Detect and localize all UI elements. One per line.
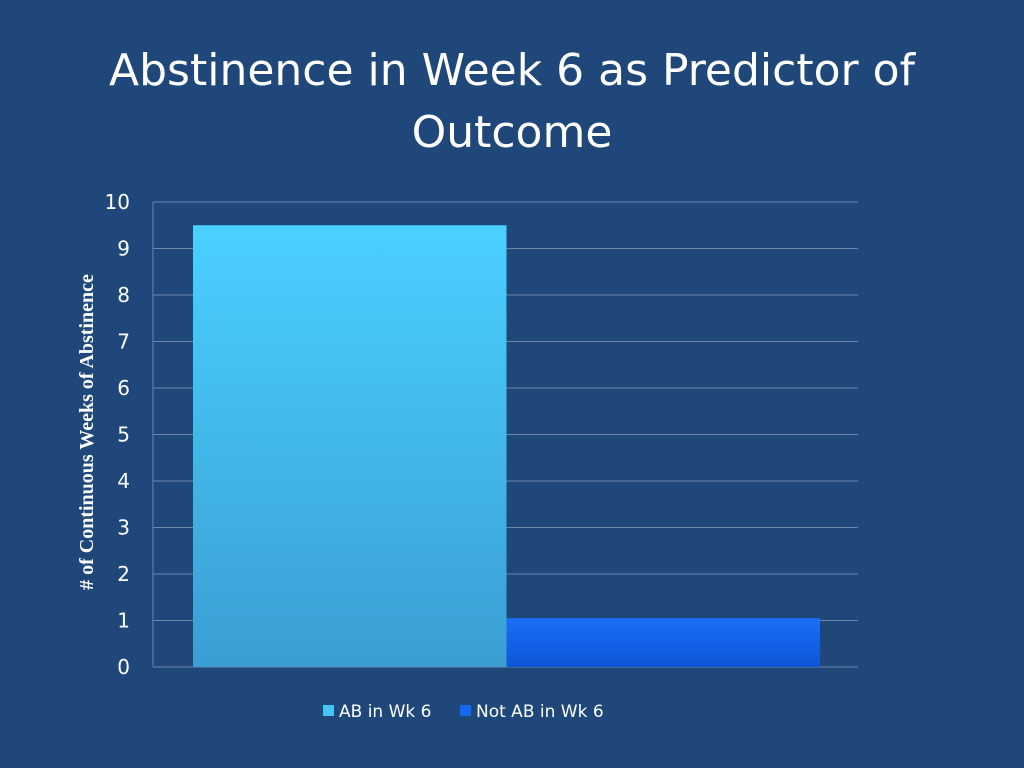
y-tick-label: 1 bbox=[117, 609, 130, 633]
legend-label: Not AB in Wk 6 bbox=[476, 702, 604, 722]
legend: AB in Wk 6 Not AB in Wk 6 bbox=[323, 702, 604, 722]
y-tick-label: 3 bbox=[117, 516, 130, 540]
y-axis-title: # of Continuous Weeks of Abstinence bbox=[76, 274, 98, 590]
y-tick-label: 7 bbox=[117, 330, 130, 354]
y-tick-label: 5 bbox=[117, 423, 130, 447]
bar-ab-in-wk-6 bbox=[193, 225, 507, 667]
y-tick-label: 8 bbox=[117, 283, 130, 307]
y-tick-label: 4 bbox=[117, 469, 130, 493]
slide-title: Abstinence in Week 6 as Predictor of Out… bbox=[109, 45, 915, 158]
bar-not-ab-in-wk-6 bbox=[506, 618, 820, 667]
plot-area: 0 1 2 3 4 5 6 7 8 9 10 bbox=[105, 190, 858, 679]
y-tick-label: 2 bbox=[117, 562, 130, 586]
y-tick-label: 9 bbox=[117, 237, 130, 261]
y-tick-label: 6 bbox=[117, 376, 130, 400]
legend-label: AB in Wk 6 bbox=[339, 702, 431, 722]
y-tick-label: 10 bbox=[105, 190, 130, 214]
legend-swatch bbox=[460, 705, 471, 716]
y-tick-label: 0 bbox=[117, 655, 130, 679]
legend-swatch bbox=[323, 705, 334, 716]
